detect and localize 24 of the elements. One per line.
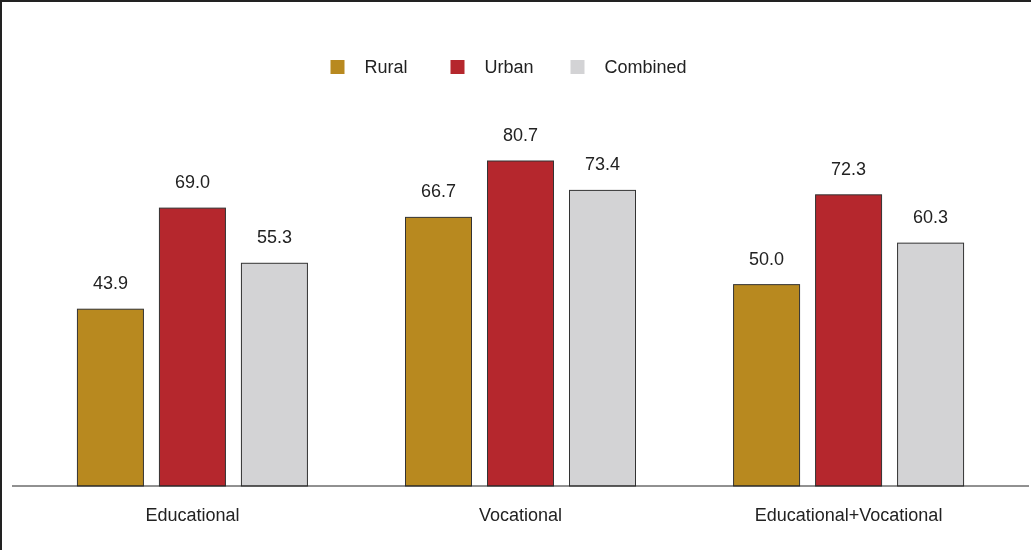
legend-label: Combined (604, 56, 687, 77)
x-tick-label: Vocational (478, 505, 563, 525)
bar (487, 160, 554, 487)
bar (158, 207, 226, 487)
bar (815, 194, 883, 487)
bar (240, 262, 308, 487)
data-label: 66.7 (420, 181, 457, 202)
data-label: 43.9 (92, 273, 128, 294)
bar (897, 242, 965, 487)
bar (76, 308, 144, 487)
data-label: 60.3 (913, 207, 949, 228)
data-label: 80.7 (502, 125, 539, 145)
bar (569, 189, 636, 487)
legend-label: Urban (484, 56, 534, 77)
bar (405, 216, 472, 487)
data-label: 72.3 (831, 158, 867, 179)
x-tick-label: Educational (145, 505, 240, 525)
data-label: 73.4 (584, 154, 621, 175)
bar (733, 284, 801, 487)
data-label: 69.0 (174, 172, 210, 193)
legend-label: Rural (364, 56, 408, 77)
data-label: 50.0 (749, 248, 785, 269)
x-tick-label: Educational+Vocational (754, 505, 943, 525)
data-label: 55.3 (256, 227, 292, 248)
